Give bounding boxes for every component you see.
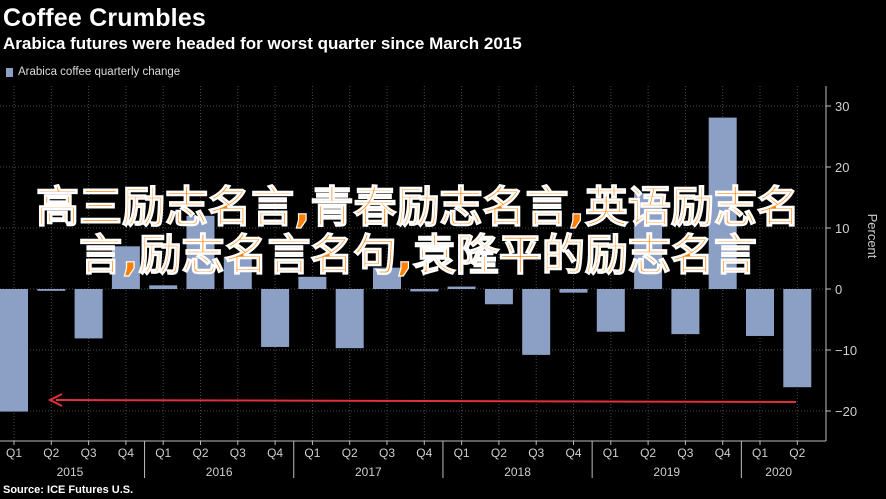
arrow-line <box>55 399 797 403</box>
legend-label: Arabica coffee quarterly change <box>18 66 181 78</box>
x-tick-label: Q1 <box>155 446 171 460</box>
bar <box>149 285 178 289</box>
x-year-label: 2016 <box>206 465 233 479</box>
x-tick-label: Q1 <box>752 446 768 460</box>
x-tick-label: Q1 <box>304 446 320 460</box>
chart-title: Coffee Crumbles <box>3 4 207 32</box>
bar <box>0 289 28 412</box>
bar <box>373 267 401 289</box>
x-year-label: 2019 <box>653 465 680 479</box>
bar <box>708 117 737 289</box>
source-note: Source: ICE Futures U.S. <box>3 484 134 496</box>
x-tick-label: Q4 <box>267 446 283 460</box>
x-tick-label: Q4 <box>565 446 581 460</box>
x-year-label: 2017 <box>355 465 382 479</box>
bar <box>634 193 663 289</box>
bar <box>484 289 513 305</box>
y-tick-label: −20 <box>835 404 857 419</box>
y-tick-label: 10 <box>835 221 849 236</box>
x-tick-label: Q1 <box>6 446 22 460</box>
bar <box>223 256 252 289</box>
bar <box>522 289 551 355</box>
trend-arrow <box>47 393 797 407</box>
overlay-watermark-text: 高三励志名言,青春励志名言,英语励志名言,励志名言名句,袁隆平的励志名言 <box>36 183 801 281</box>
y-axis: −20 −10 0 10 20 30 Percent <box>826 99 880 419</box>
bar <box>671 289 700 335</box>
bar <box>746 289 774 336</box>
chart-subtitle: Arabica futures were headed for worst qu… <box>3 34 522 53</box>
bar <box>261 289 290 347</box>
legend: Arabica coffee quarterly change <box>6 66 180 78</box>
x-tick-label: Q2 <box>192 446 208 460</box>
y-tick-label: 0 <box>835 282 842 297</box>
x-axis: Q1 Q2 Q3 Q4 Q1 Q2 Q3 Q4 Q1 Q2 Q3 Q4 Q1 Q2 Q3 Q4 Q1 Q2 Q3 Q4… <box>6 441 806 479</box>
y-tick-label: 30 <box>835 99 849 114</box>
bar <box>37 289 66 291</box>
x-tick-label: Q4 <box>118 446 134 460</box>
bar <box>335 289 364 349</box>
bar <box>74 289 103 339</box>
bar <box>783 289 812 388</box>
bar <box>559 289 588 293</box>
x-tick-label: Q3 <box>379 446 395 460</box>
arrow-head <box>47 393 63 407</box>
x-year-label: 2015 <box>57 465 84 479</box>
x-year-label: 2020 <box>765 465 792 479</box>
x-tick-label: Q2 <box>43 446 59 460</box>
y-tick-label: −10 <box>835 343 857 358</box>
y-tick-label: 20 <box>835 160 849 175</box>
x-tick-label: Q1 <box>603 446 619 460</box>
x-tick-label: Q2 <box>640 446 656 460</box>
x-year-label: 2018 <box>504 465 531 479</box>
bar <box>111 246 140 289</box>
bar <box>186 215 215 289</box>
x-tick-label: Q4 <box>715 446 731 460</box>
y-axis-label: Percent <box>865 214 880 259</box>
bars <box>0 117 812 412</box>
x-tick-label: Q2 <box>342 446 358 460</box>
bar <box>410 289 439 292</box>
bar <box>298 276 327 289</box>
x-tick-label: Q3 <box>230 446 246 460</box>
legend-swatch <box>6 67 13 77</box>
plot-frame <box>0 86 827 442</box>
bar <box>447 286 476 289</box>
x-tick-label: Q2 <box>491 446 507 460</box>
x-tick-label: Q4 <box>416 446 432 460</box>
x-tick-label: Q3 <box>528 446 544 460</box>
x-tick-label: Q2 <box>789 446 805 460</box>
x-tick-label: Q3 <box>677 446 693 460</box>
x-tick-label: Q3 <box>81 446 97 460</box>
bar <box>596 289 625 332</box>
x-tick-label: Q1 <box>454 446 470 460</box>
